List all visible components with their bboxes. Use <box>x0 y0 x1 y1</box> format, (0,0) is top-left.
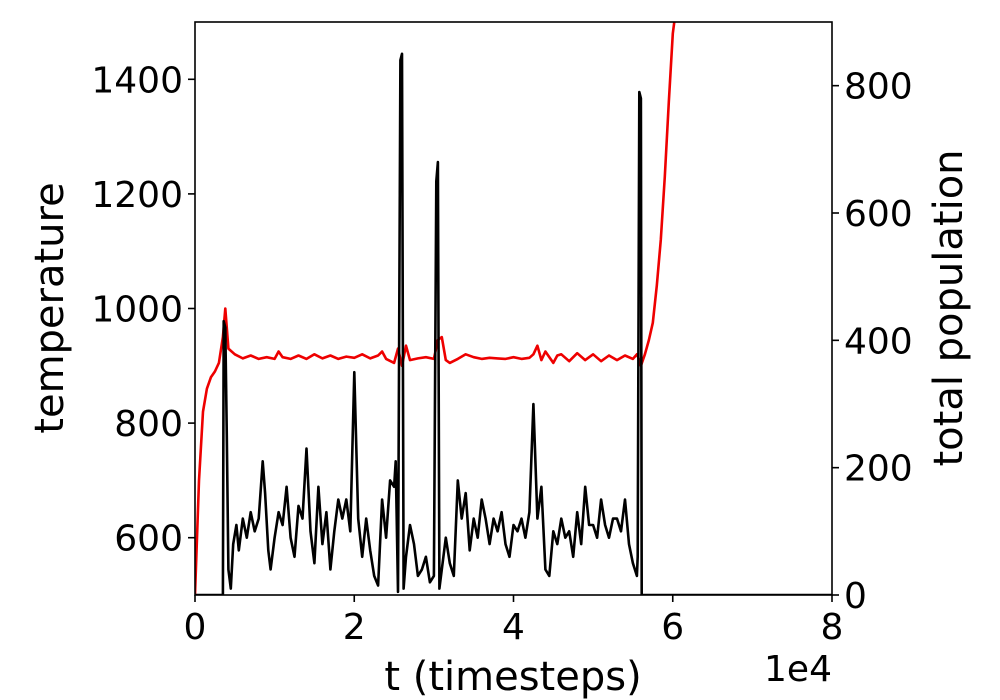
y-axis-left-ticks: 600 800 1000 1200 1400 <box>91 60 195 560</box>
x-tick-label: 8 <box>821 607 844 648</box>
x-tick-label: 0 <box>184 607 207 648</box>
x-tick-label: 2 <box>343 607 366 648</box>
y-left-tick-label: 1400 <box>91 60 183 101</box>
y-axis-left-label: temperature <box>27 182 73 433</box>
x-axis-ticks: 0 2 4 6 8 <box>184 595 844 648</box>
y-axis-right-label: total population <box>926 149 972 466</box>
y-right-tick-label: 600 <box>844 194 913 235</box>
series-line-temperature <box>195 22 676 595</box>
plot-area <box>195 22 832 595</box>
y-left-tick-label: 800 <box>114 404 183 445</box>
x-tick-label: 4 <box>502 607 525 648</box>
y-right-tick-label: 800 <box>844 67 913 108</box>
y-left-tick-label: 1000 <box>91 290 183 331</box>
y-left-tick-label: 1200 <box>91 175 183 216</box>
x-tick-label: 6 <box>661 607 684 648</box>
y-right-tick-label: 200 <box>844 449 913 490</box>
y-right-tick-label: 400 <box>844 321 913 362</box>
y-left-tick-label: 600 <box>114 519 183 560</box>
y-axis-right-ticks: 0 200 400 600 800 <box>832 67 913 617</box>
series-layer <box>195 22 832 595</box>
x-axis-label: t (timesteps) <box>384 654 641 700</box>
x-axis-offset-text: 1e4 <box>764 649 832 690</box>
series-line-population <box>195 52 832 595</box>
y-right-tick-label: 0 <box>844 576 867 617</box>
